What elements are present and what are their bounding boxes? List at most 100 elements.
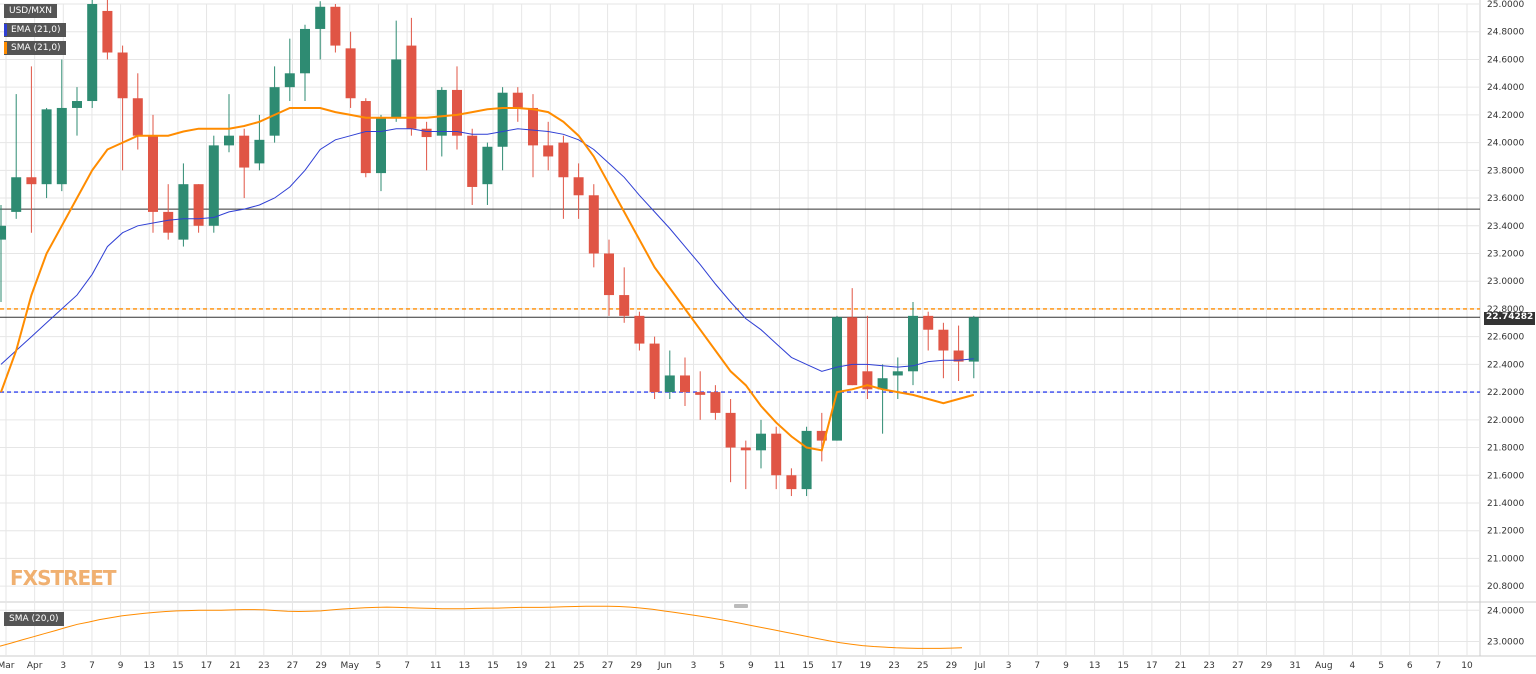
x-tick-label: 15 (1118, 661, 1129, 671)
x-tick-label: 15 (172, 661, 183, 671)
y-tick-label: 21.0000 (1487, 554, 1524, 564)
candle-body (604, 253, 614, 296)
x-tick-label: 17 (831, 661, 842, 671)
candle-body (771, 433, 782, 476)
x-tick-label: 25 (573, 661, 584, 671)
x-tick-label: 21 (1175, 661, 1186, 671)
x-tick-label: 3 (1006, 661, 1012, 671)
candle-body (421, 128, 432, 138)
x-tick-label: Jul (974, 661, 986, 671)
candle-body (953, 350, 964, 362)
y-tick-label: 23.6000 (1487, 194, 1524, 204)
candle-body (300, 28, 310, 74)
candle-body (26, 177, 37, 185)
candle-body (801, 430, 812, 490)
ema-21-line (0, 128, 974, 372)
y-tick-label: 20.8000 (1487, 582, 1524, 592)
x-tick-label: 23 (1203, 661, 1214, 671)
x-tick-label: 3 (60, 661, 66, 671)
candle-body (315, 6, 326, 29)
y-tick-label: 24.0000 (1487, 139, 1524, 149)
sub-sma-line (0, 605, 963, 649)
y-tick-label: 21.4000 (1487, 499, 1524, 509)
candle-body (680, 375, 690, 393)
y-tick-label: 23.0000 (1487, 277, 1524, 287)
x-tick-label: 27 (287, 661, 298, 671)
candle-body (56, 107, 67, 185)
x-tick-label: 5 (1378, 661, 1384, 671)
x-tick-label: Apr (27, 661, 43, 671)
candle-body (649, 343, 660, 393)
candle-body (193, 184, 204, 226)
x-tick-label: 10 (1461, 661, 1473, 671)
candle-body (467, 135, 478, 187)
ema-legend[interactable]: EMA (21,0) (4, 23, 66, 37)
candle-body (847, 317, 858, 386)
sma-legend-label: SMA (21,0) (11, 43, 61, 53)
candle-body (512, 92, 523, 108)
panel-resize-handle[interactable] (734, 604, 748, 608)
y-tick-label: 23.4000 (1487, 222, 1524, 232)
y-tick-label: 25.0000 (1487, 0, 1524, 10)
candle-body (117, 52, 128, 99)
ema-swatch (4, 24, 7, 36)
candle-body (148, 135, 158, 212)
x-tick-label: May (340, 661, 359, 671)
candle-body (11, 177, 22, 212)
candle-body (573, 177, 584, 196)
x-tick-label: 23 (888, 661, 899, 671)
candle-body (832, 317, 842, 441)
x-tick-label: 23 (258, 661, 269, 671)
candle-body (360, 101, 371, 174)
candle-body (0, 225, 6, 240)
candle-body (756, 433, 766, 451)
candle-body (786, 475, 797, 490)
x-tick-label: 15 (802, 661, 813, 671)
candle-body (908, 315, 918, 372)
candle-body (330, 6, 341, 46)
candle-body (816, 430, 827, 441)
sma-swatch (4, 42, 7, 54)
candle-body (132, 98, 143, 136)
x-tick-label: 29 (315, 661, 327, 671)
candle-body (102, 10, 113, 53)
x-tick-label: 13 (144, 661, 155, 671)
candle-body (588, 195, 599, 254)
candle-body (497, 92, 508, 147)
candle-body (254, 139, 265, 164)
x-tick-label: 7 (1435, 661, 1441, 671)
candle-body (877, 378, 888, 390)
y-tick-label: 21.8000 (1487, 444, 1524, 454)
candle-body (968, 317, 979, 362)
y-tick-label: 22.6000 (1487, 333, 1524, 343)
x-tick-label: 29 (631, 661, 643, 671)
sub-y-tick-label: 23.0000 (1487, 638, 1524, 648)
x-tick-label: Jun (657, 661, 672, 671)
candle-body (376, 117, 386, 174)
x-tick-label: 17 (1146, 661, 1157, 671)
candle-body (482, 146, 493, 185)
x-tick-label: 6 (1407, 661, 1413, 671)
x-tick-label: 4 (1350, 661, 1356, 671)
sma-legend[interactable]: SMA (21,0) (4, 41, 66, 55)
x-tick-label: Mar (0, 661, 15, 671)
x-tick-label: 9 (118, 661, 124, 671)
x-tick-label: 7 (89, 661, 95, 671)
candle-body (892, 371, 903, 376)
y-tick-label: 24.2000 (1487, 111, 1524, 121)
candle-body (41, 109, 52, 185)
candle-body (178, 184, 189, 240)
candle-body (345, 48, 356, 99)
x-tick-label: 31 (1289, 661, 1300, 671)
sub-sma-legend[interactable]: SMA (20,0) (4, 612, 64, 626)
candle-body (436, 89, 447, 136)
x-tick-label: 21 (545, 661, 556, 671)
x-tick-label: 29 (946, 661, 958, 671)
candle-body (695, 392, 706, 395)
x-tick-label: 25 (917, 661, 928, 671)
x-tick-label: 7 (404, 661, 410, 671)
x-tick-label: 19 (860, 661, 872, 671)
x-tick-label: 9 (1063, 661, 1069, 671)
candle-body (619, 295, 630, 316)
